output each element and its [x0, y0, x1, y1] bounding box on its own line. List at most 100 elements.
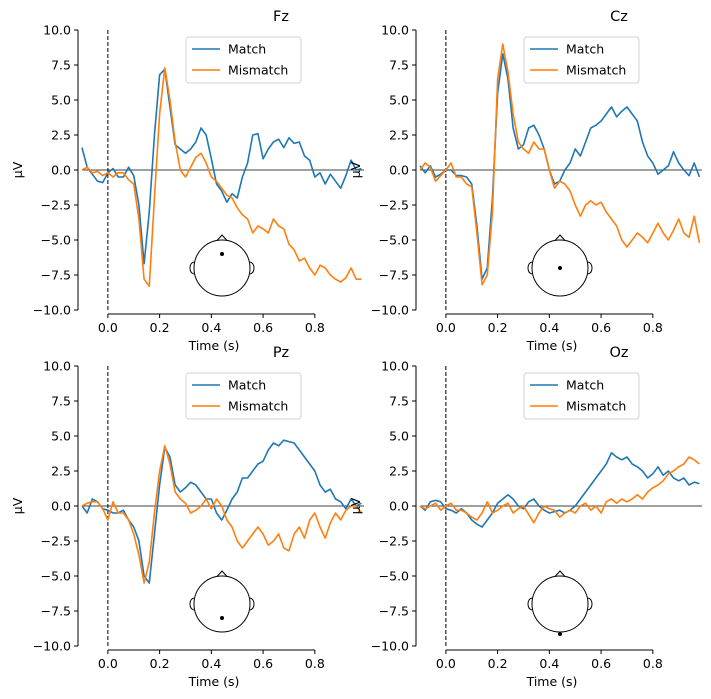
nose — [554, 570, 566, 577]
y-tick-label: −5.0 — [41, 233, 71, 248]
y-tick-label: −10.0 — [33, 303, 71, 318]
y-tick-label: −7.5 — [379, 604, 409, 619]
x-tick-label: 0.8 — [643, 656, 663, 671]
x-tick-label: 0.4 — [539, 656, 559, 671]
left-ear — [189, 597, 195, 611]
sensor-dot — [558, 266, 562, 270]
series-line-match — [81, 68, 362, 265]
y-tick-label: −7.5 — [41, 604, 71, 619]
x-tick-label: 0.2 — [488, 320, 508, 335]
legend-label-mismatch: Mismatch — [566, 63, 626, 78]
chart-panel-pz: 10.0 7.5 5.0 2.5 0.0 −2.5 −5.0 −7.5 −10.0 0.0 0.2 0… — [10, 345, 364, 689]
x-tick-label: 0.6 — [591, 320, 611, 335]
x-tick-label: 0.6 — [591, 656, 611, 671]
y-tick-label: 5.0 — [389, 429, 409, 444]
sensor-dot — [220, 252, 224, 256]
series-line-mismatch — [419, 43, 701, 286]
y-tick-label: −5.0 — [379, 569, 409, 584]
y-tick-label: −10.0 — [371, 303, 409, 318]
y-tick-label: 10.0 — [381, 23, 409, 38]
x-tick-label: 0.4 — [539, 320, 559, 335]
y-tick-label: −5.0 — [41, 569, 71, 584]
nose — [216, 234, 228, 241]
series-line-mismatch — [419, 456, 700, 524]
panel-title: Pz — [273, 345, 289, 361]
x-tick-label: 0.0 — [98, 656, 118, 671]
x-axis-label: Time (s) — [526, 674, 578, 689]
panel-title: Oz — [609, 345, 628, 361]
y-axis-label: µV — [348, 497, 363, 514]
y-tick-label: −2.5 — [41, 534, 71, 549]
x-tick-label: 0.8 — [643, 320, 663, 335]
y-tick-label: 2.5 — [51, 464, 71, 479]
sensor-dot — [558, 632, 562, 636]
y-tick-label: 0.0 — [51, 499, 71, 514]
x-axis-label: Time (s) — [526, 338, 578, 353]
x-tick-label: 0.2 — [488, 656, 508, 671]
x-tick-label: 0.6 — [253, 656, 273, 671]
y-axis-label: µV — [10, 161, 25, 178]
y-tick-label: 7.5 — [389, 394, 409, 409]
right-ear — [587, 261, 593, 275]
x-tick-label: 0.0 — [98, 320, 118, 335]
y-tick-label: −10.0 — [371, 639, 409, 654]
y-tick-label: 10.0 — [43, 23, 71, 38]
y-tick-label: 7.5 — [51, 58, 71, 73]
nose — [216, 570, 228, 577]
y-tick-label: 5.0 — [51, 93, 71, 108]
sensor-head-icon — [189, 234, 255, 297]
series-line-match — [419, 52, 701, 281]
y-tick-label: 0.0 — [389, 499, 409, 514]
legend-label-mismatch: Mismatch — [566, 399, 626, 414]
x-tick-label: 0.0 — [436, 656, 456, 671]
x-tick-label: 0.4 — [201, 320, 221, 335]
right-ear — [249, 597, 255, 611]
legend-label-mismatch: Mismatch — [228, 63, 288, 78]
y-tick-label: −7.5 — [41, 268, 71, 283]
sensor-head-icon — [527, 234, 593, 297]
x-tick-label: 0.8 — [305, 656, 325, 671]
y-tick-label: 5.0 — [389, 93, 409, 108]
panel-title: Fz — [273, 9, 289, 25]
sensor-head-icon — [527, 570, 593, 636]
y-tick-label: 5.0 — [51, 429, 71, 444]
y-tick-label: 7.5 — [51, 394, 71, 409]
x-tick-label: 0.6 — [253, 320, 273, 335]
x-tick-label: 0.2 — [150, 656, 170, 671]
series-line-match — [81, 439, 362, 584]
y-tick-label: 2.5 — [51, 128, 71, 143]
x-tick-label: 0.2 — [150, 320, 170, 335]
y-tick-label: 7.5 — [389, 58, 409, 73]
y-axis-label: µV — [348, 161, 363, 178]
nose — [554, 234, 566, 241]
head-outline — [531, 575, 589, 633]
head-outline — [193, 575, 251, 633]
y-tick-label: 0.0 — [51, 163, 71, 178]
head-outline — [193, 239, 251, 297]
left-ear — [527, 261, 533, 275]
y-tick-label: −5.0 — [379, 233, 409, 248]
y-tick-label: −2.5 — [379, 198, 409, 213]
sensor-head-icon — [189, 570, 255, 633]
x-axis-label: Time (s) — [188, 674, 240, 689]
x-tick-label: 0.8 — [305, 320, 325, 335]
head-outline — [531, 239, 589, 297]
y-tick-label: 2.5 — [389, 464, 409, 479]
legend-label-mismatch: Mismatch — [228, 399, 288, 414]
y-axis-label: µV — [10, 497, 25, 514]
left-ear — [189, 261, 195, 275]
y-tick-label: −2.5 — [379, 534, 409, 549]
y-tick-label: −2.5 — [41, 198, 71, 213]
y-tick-label: 2.5 — [389, 128, 409, 143]
legend-label-match: Match — [566, 42, 604, 57]
x-axis-label: Time (s) — [188, 338, 240, 353]
y-tick-label: 0.0 — [389, 163, 409, 178]
y-tick-label: 10.0 — [43, 359, 71, 374]
series-line-mismatch — [81, 67, 362, 288]
right-ear — [249, 261, 255, 275]
y-tick-label: −7.5 — [379, 268, 409, 283]
panel-title: Cz — [610, 9, 628, 25]
legend-label-match: Match — [566, 378, 604, 393]
y-tick-label: −10.0 — [33, 639, 71, 654]
